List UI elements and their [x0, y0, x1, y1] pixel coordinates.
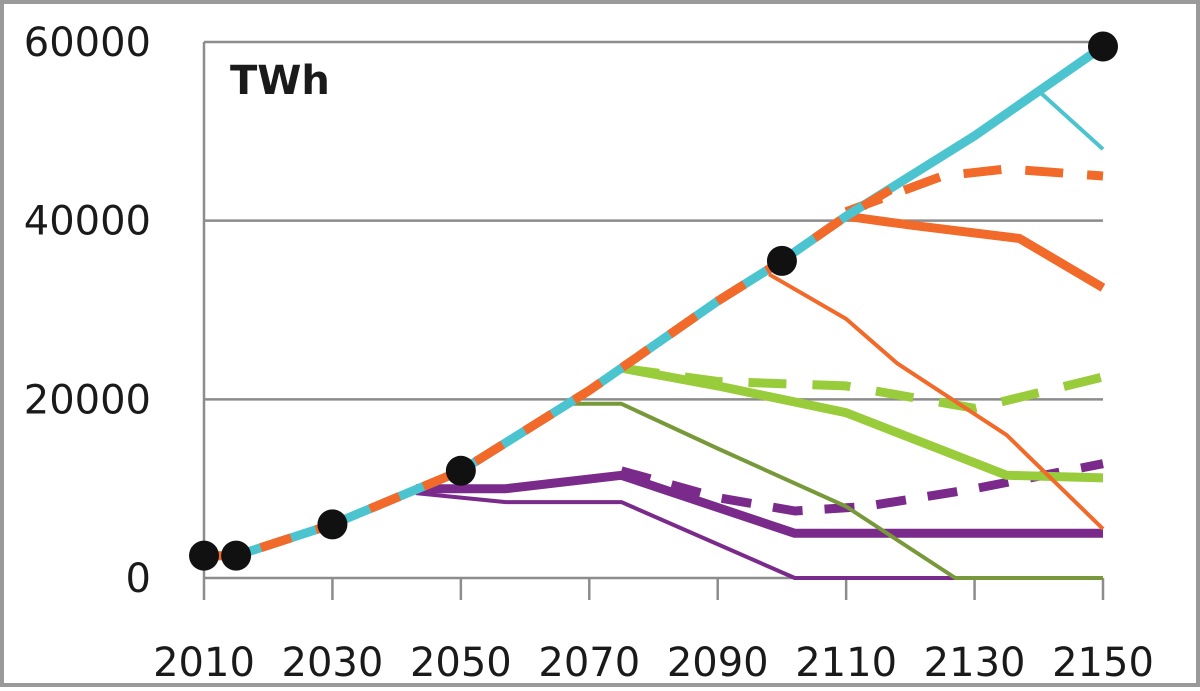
line-chart: 0 20000 40000 60000 2010 2030 2050 2070 2090 2110…	[24, 20, 1154, 686]
series-lines	[204, 42, 1106, 580]
series-line-teal-main	[204, 42, 1106, 561]
series-line-purple-dashed	[620, 459, 1104, 516]
y-tick-label: 0	[126, 556, 151, 602]
x-tick-label: 2070	[538, 640, 640, 686]
series-line-teal-branch	[1037, 89, 1105, 151]
tick-labels: 0 20000 40000 60000 2010 2030 2050 2070 2090 2110…	[24, 20, 1154, 686]
x-tick-label: 2130	[924, 640, 1026, 686]
data-point-marker	[445, 455, 476, 486]
y-tick-label: 40000	[24, 199, 151, 245]
series-line-purple-thin	[415, 491, 1103, 580]
x-tick-label: 2050	[410, 640, 512, 686]
data-point-marker	[766, 245, 797, 276]
series-line-orange-dashed-high	[844, 164, 1104, 216]
series-line-purple-thick	[415, 470, 1103, 538]
data-point-marker	[1088, 31, 1118, 62]
series-line-light-green-dashed	[620, 363, 1105, 413]
x-tick-label: 2150	[1052, 640, 1154, 686]
series-line-orange-thick	[845, 211, 1106, 292]
x-tick-label: 2030	[282, 640, 384, 686]
x-tick-label: 2090	[667, 640, 769, 686]
series-line-light-green-thick	[620, 363, 1104, 483]
data-markers	[189, 31, 1118, 571]
data-point-marker	[221, 540, 252, 571]
x-tick-label: 2110	[795, 640, 897, 686]
x-tick-label: 2010	[153, 640, 255, 686]
data-point-marker	[317, 509, 348, 540]
y-tick-label: 20000	[24, 377, 151, 423]
series-line-olive-thin	[570, 401, 1103, 580]
unit-label: TWh	[230, 58, 330, 104]
series-line-orange-dashed-main	[204, 185, 894, 561]
series-line-orange-thin	[768, 272, 1105, 531]
y-tick-label: 60000	[24, 20, 151, 66]
data-point-marker	[189, 540, 219, 571]
